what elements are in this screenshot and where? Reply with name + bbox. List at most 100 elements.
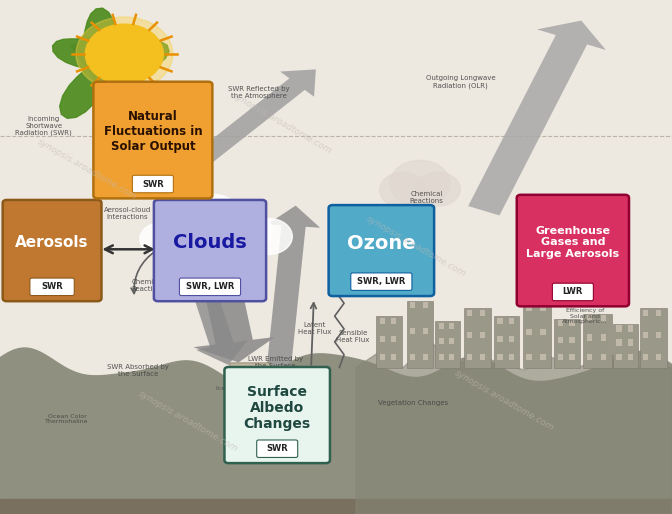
Bar bbox=[558, 337, 563, 343]
Text: Iceberg Cover +: Iceberg Cover + bbox=[216, 386, 267, 391]
Text: synopsis.aroadtome.com: synopsis.aroadtome.com bbox=[231, 91, 333, 156]
Bar bbox=[643, 332, 648, 338]
Polygon shape bbox=[170, 219, 248, 365]
FancyBboxPatch shape bbox=[230, 363, 271, 375]
Circle shape bbox=[85, 24, 163, 84]
Text: Transport by
Atmosphere: Transport by Atmosphere bbox=[24, 219, 67, 233]
Text: SWR, LWR: SWR, LWR bbox=[186, 282, 234, 291]
Circle shape bbox=[153, 215, 210, 258]
Bar bbox=[587, 334, 592, 341]
Text: Aerosols: Aerosols bbox=[15, 235, 89, 250]
Polygon shape bbox=[356, 342, 672, 514]
FancyBboxPatch shape bbox=[93, 82, 212, 198]
Circle shape bbox=[169, 194, 247, 253]
Bar bbox=[439, 354, 444, 360]
Bar bbox=[380, 354, 385, 360]
Text: SWR: SWR bbox=[266, 444, 288, 453]
Bar bbox=[480, 354, 485, 360]
Bar bbox=[569, 337, 575, 343]
Polygon shape bbox=[70, 37, 206, 206]
Bar bbox=[540, 329, 546, 336]
Text: Incoming
Shortwave
Radiation (SWR): Incoming Shortwave Radiation (SWR) bbox=[15, 116, 72, 136]
Bar bbox=[423, 328, 428, 334]
Bar bbox=[656, 354, 661, 360]
Bar bbox=[391, 336, 396, 342]
Bar bbox=[628, 354, 633, 360]
Circle shape bbox=[76, 17, 173, 91]
FancyBboxPatch shape bbox=[517, 195, 629, 306]
Bar bbox=[569, 320, 575, 326]
Bar bbox=[410, 354, 415, 360]
Bar bbox=[613, 324, 638, 368]
Bar bbox=[449, 338, 454, 344]
Circle shape bbox=[390, 160, 450, 207]
FancyBboxPatch shape bbox=[154, 200, 266, 301]
Bar bbox=[509, 336, 514, 342]
Bar bbox=[643, 310, 648, 316]
Bar bbox=[587, 315, 592, 321]
Bar bbox=[616, 339, 622, 345]
Bar bbox=[656, 310, 661, 316]
Bar bbox=[558, 354, 563, 360]
FancyBboxPatch shape bbox=[132, 175, 173, 193]
FancyBboxPatch shape bbox=[351, 273, 412, 290]
Polygon shape bbox=[52, 8, 169, 118]
Text: SWR: SWR bbox=[41, 282, 63, 291]
Bar bbox=[583, 314, 612, 368]
Circle shape bbox=[416, 172, 460, 206]
Text: SWR Reflected by
the Atmosphere: SWR Reflected by the Atmosphere bbox=[228, 86, 290, 99]
Text: synopsis.aroadtome.com: synopsis.aroadtome.com bbox=[366, 214, 468, 279]
Text: Chemical
Reactions: Chemical Reactions bbox=[410, 191, 444, 205]
Text: Clouds: Clouds bbox=[173, 233, 247, 252]
Bar bbox=[643, 354, 648, 360]
Text: Chemical
Reactions: Chemical Reactions bbox=[131, 279, 165, 292]
Circle shape bbox=[140, 223, 183, 255]
Bar bbox=[380, 318, 385, 324]
Text: Aerosol-cloud
Interactions: Aerosol-cloud Interactions bbox=[104, 207, 151, 220]
Text: Surface
Albedo
Changes: Surface Albedo Changes bbox=[244, 384, 310, 431]
FancyBboxPatch shape bbox=[224, 367, 330, 463]
Bar bbox=[540, 305, 546, 311]
FancyBboxPatch shape bbox=[179, 278, 241, 296]
Bar bbox=[523, 303, 551, 368]
Bar bbox=[601, 334, 606, 341]
Bar bbox=[439, 323, 444, 329]
Bar bbox=[640, 308, 667, 368]
Circle shape bbox=[212, 208, 272, 254]
FancyBboxPatch shape bbox=[552, 283, 593, 301]
Bar bbox=[494, 316, 519, 368]
Text: Sensible
Heat Flux: Sensible Heat Flux bbox=[336, 330, 370, 343]
Text: Efficiency of
Solar and
Atmospheric...: Efficiency of Solar and Atmospheric... bbox=[562, 308, 607, 324]
Bar bbox=[376, 316, 402, 368]
Text: Ocean Color
Thermohaline: Ocean Color Thermohaline bbox=[46, 413, 89, 425]
Bar bbox=[410, 328, 415, 334]
FancyBboxPatch shape bbox=[3, 200, 101, 301]
Bar bbox=[509, 318, 514, 324]
Polygon shape bbox=[267, 206, 320, 368]
Text: synopsis.aroadtome.com: synopsis.aroadtome.com bbox=[137, 389, 239, 454]
Bar bbox=[628, 339, 633, 345]
Bar bbox=[497, 336, 503, 342]
Bar bbox=[410, 302, 415, 308]
Bar bbox=[526, 329, 532, 336]
Bar bbox=[601, 315, 606, 321]
Text: synopsis.aroadtome.com: synopsis.aroadtome.com bbox=[36, 137, 138, 202]
FancyBboxPatch shape bbox=[30, 278, 74, 296]
Bar bbox=[509, 354, 514, 360]
Bar bbox=[554, 319, 580, 368]
Bar bbox=[616, 354, 622, 360]
Polygon shape bbox=[468, 21, 606, 215]
Bar bbox=[656, 332, 661, 338]
Text: Ozone: Ozone bbox=[347, 234, 416, 253]
Text: Greenhouse
Gases and
Large Aerosols: Greenhouse Gases and Large Aerosols bbox=[526, 226, 620, 259]
Polygon shape bbox=[191, 69, 316, 168]
Bar bbox=[423, 302, 428, 308]
Bar bbox=[391, 354, 396, 360]
Bar bbox=[480, 310, 485, 316]
Bar bbox=[558, 320, 563, 326]
Bar bbox=[423, 354, 428, 360]
Text: Outgoing Longwave
Radiation (OLR): Outgoing Longwave Radiation (OLR) bbox=[425, 76, 495, 89]
Bar bbox=[497, 354, 503, 360]
Bar bbox=[467, 310, 472, 316]
Bar bbox=[497, 318, 503, 324]
